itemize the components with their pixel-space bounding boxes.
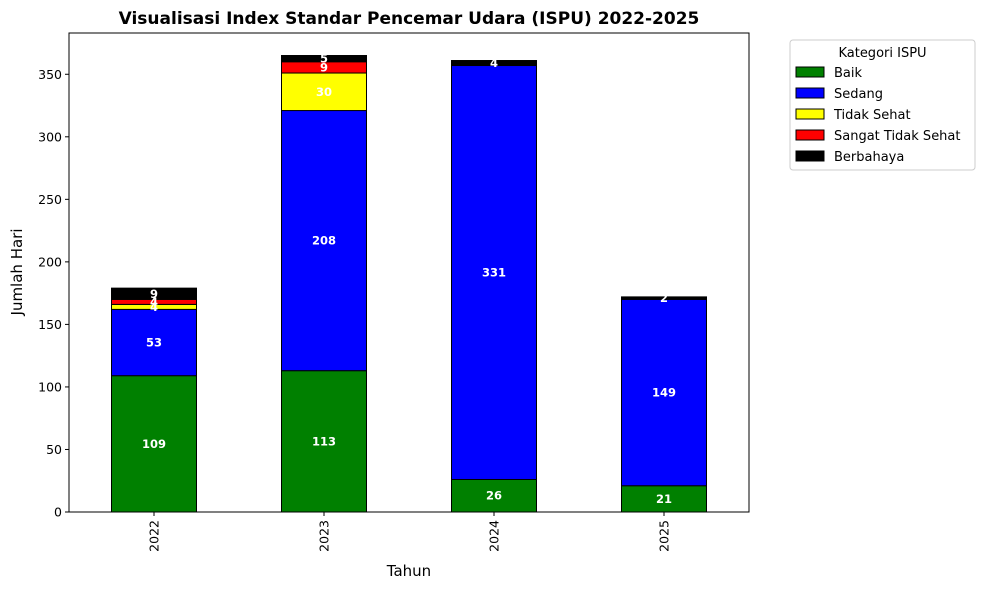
plot-frame [68, 32, 750, 513]
y-tick-label: 250 [38, 192, 62, 207]
legend-swatch [795, 150, 825, 162]
data-label: 113 [312, 434, 336, 448]
legend-label: Berbahaya [834, 150, 904, 165]
bar-segment-2022-sedang [111, 308, 197, 377]
legend-label: Tidak Sehat [833, 108, 911, 123]
x-axis-label: Tahun [386, 562, 431, 580]
legend-label: Sedang [834, 87, 883, 102]
bar-segment-2025-berbahaya [621, 296, 707, 300]
y-tick-label: 350 [38, 67, 62, 82]
y-tick-label: 0 [54, 505, 62, 520]
data-label: 4 [150, 300, 158, 314]
data-label: 26 [486, 489, 502, 503]
data-label: 9 [320, 60, 328, 74]
bar-segment-2023-berbahaya [281, 55, 367, 63]
legend-label: Baik [834, 66, 862, 81]
data-label: 30 [316, 85, 332, 99]
data-label: 149 [652, 386, 676, 400]
data-label: 331 [482, 266, 506, 280]
x-tick-label: 2024 [487, 520, 502, 552]
data-label: 53 [146, 336, 162, 350]
legend-title: Kategori ISPU [838, 46, 926, 61]
legend-swatch [795, 66, 825, 78]
x-tick-label: 2025 [657, 520, 672, 552]
bar-segment-2024-sedang [451, 65, 537, 480]
data-label: 9 [150, 287, 158, 301]
y-axis-label: Jumlah Hari [8, 229, 26, 317]
legend-label: Sangat Tidak Sehat [834, 129, 961, 144]
data-label: 109 [142, 437, 166, 451]
axes-layer: 0 50 100 150 200 250 300 350 2022 2023 2024 2025 [38, 32, 750, 552]
legend-swatch [795, 87, 825, 99]
bar-segment-2024-berbahaya [451, 60, 537, 67]
y-tick-label: 100 [38, 379, 62, 394]
y-tick-label: 50 [46, 442, 62, 457]
data-label: 2 [660, 291, 668, 305]
data-label: 4 [490, 56, 498, 70]
bars-layer [111, 55, 707, 513]
legend-box [789, 39, 976, 171]
x-tick-label: 2023 [317, 520, 332, 552]
x-tick-label: 2022 [147, 520, 162, 552]
bar-segment-2022-baik [111, 375, 197, 513]
bar-segment-2022-berbahaya [111, 287, 197, 300]
y-tick-label: 150 [38, 317, 62, 332]
bar-segment-2024-baik [451, 478, 537, 513]
legend-swatch [795, 129, 825, 141]
bar-segment-2025-sedang [621, 298, 707, 487]
data-label: 208 [312, 234, 336, 248]
data-label: 21 [656, 492, 672, 506]
data-label: 5 [320, 52, 328, 66]
legend: Kategori ISPU Baik Sedang Tidak Sehat Sangat… [789, 39, 976, 171]
y-tick-label: 200 [38, 254, 62, 269]
data-label: 4 [150, 295, 158, 309]
legend-swatch [795, 108, 825, 120]
chart-title: Visualisasi Index Standar Pencemar Udara… [119, 9, 700, 29]
y-tick-label: 300 [38, 129, 62, 144]
